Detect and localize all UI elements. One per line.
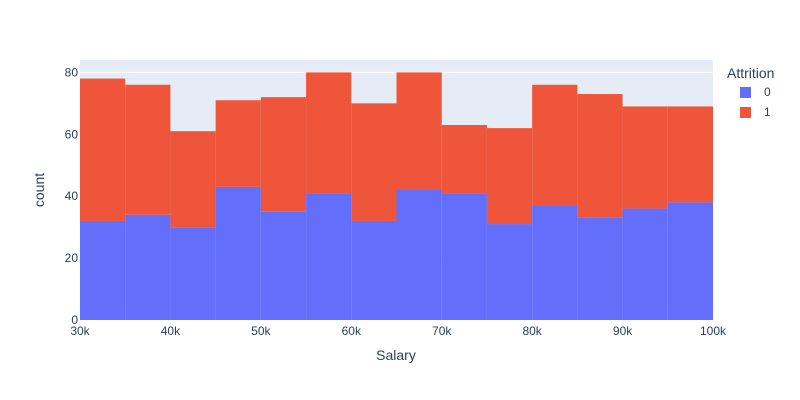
bar-attrition-1[interactable] (622, 106, 668, 209)
bar-attrition-0[interactable] (486, 224, 533, 320)
legend-items[interactable]: 01 (740, 85, 771, 119)
x-tick-label: 90k (613, 324, 633, 338)
x-tick-label: 50k (251, 324, 271, 338)
x-tick-label: 100k (700, 324, 727, 338)
bar-attrition-1[interactable] (215, 100, 261, 187)
bar-attrition-1[interactable] (260, 97, 307, 212)
bar-attrition-1[interactable] (396, 72, 442, 190)
bar-attrition-0[interactable] (80, 220, 126, 320)
x-tick-label: 80k (522, 324, 542, 338)
bar-attrition-1[interactable] (306, 72, 352, 194)
bar-attrition-1[interactable] (667, 106, 713, 203)
bar-attrition-1[interactable] (441, 125, 487, 194)
bar-attrition-0[interactable] (396, 190, 442, 320)
bar-attrition-1[interactable] (80, 78, 126, 221)
y-axis-title: count (31, 173, 47, 207)
bar-attrition-1[interactable] (125, 84, 171, 215)
legend-label[interactable]: 1 (764, 105, 771, 119)
x-tick-label: 60k (342, 324, 362, 338)
bar-attrition-0[interactable] (667, 202, 713, 320)
bar-attrition-1[interactable] (351, 103, 397, 221)
bar-attrition-0[interactable] (170, 227, 216, 320)
bar-attrition-0[interactable] (306, 193, 352, 320)
bar-attrition-1[interactable] (577, 94, 623, 218)
y-tick-label: 80 (65, 65, 79, 79)
bar-attrition-0[interactable] (125, 214, 171, 320)
bar-attrition-0[interactable] (622, 208, 668, 320)
legend-title: Attrition (727, 65, 774, 81)
legend-swatch[interactable] (740, 107, 751, 118)
bar-attrition-0[interactable] (351, 220, 397, 320)
x-axis-ticks: 30k 40k 50k 60k 70k 80k 90k 100k (70, 324, 727, 338)
x-axis-title: Salary (376, 347, 416, 363)
bar-attrition-1[interactable] (532, 84, 578, 206)
bar-attrition-0[interactable] (577, 217, 623, 320)
legend-swatch[interactable] (740, 87, 751, 98)
bar-attrition-0[interactable] (532, 205, 578, 320)
bar-attrition-1[interactable] (170, 131, 216, 228)
bar-attrition-0[interactable] (215, 186, 261, 320)
bars[interactable] (80, 72, 713, 320)
y-axis-ticks: 0 20 40 60 80 (65, 65, 79, 327)
y-tick-label: 60 (65, 127, 79, 141)
legend-label[interactable]: 0 (764, 85, 771, 99)
legend[interactable]: Attrition 01 (727, 65, 774, 119)
bar-attrition-1[interactable] (486, 128, 533, 225)
y-tick-label: 20 (65, 251, 79, 265)
bar-attrition-0[interactable] (441, 193, 487, 320)
y-tick-label: 40 (65, 189, 79, 203)
x-tick-label: 70k (432, 324, 452, 338)
bar-attrition-0[interactable] (260, 211, 307, 320)
y-tick-label: 0 (71, 313, 78, 327)
x-tick-label: 40k (161, 324, 181, 338)
x-tick-label: 30k (70, 324, 90, 338)
